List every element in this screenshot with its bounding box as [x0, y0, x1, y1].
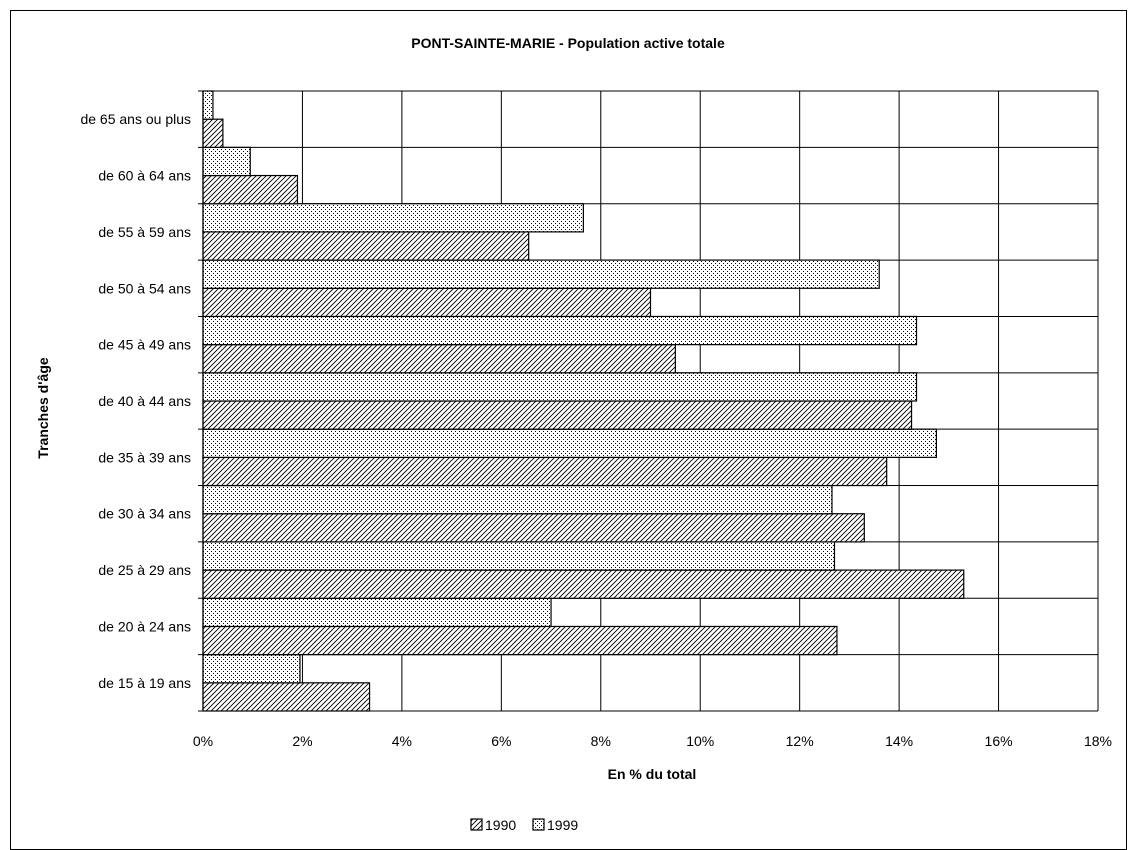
y-tick-label: de 45 à 49 ans	[98, 337, 191, 353]
bar-1990-5	[202, 400, 913, 430]
bar-1990-8	[202, 231, 530, 261]
bar-1990-6	[202, 344, 676, 374]
x-tick-label: 10%	[686, 733, 714, 749]
bar-1999-1	[202, 597, 552, 628]
y-tick-label: de 50 à 54 ans	[98, 280, 191, 296]
x-tick-label: 14%	[885, 733, 913, 749]
bar-1999-0	[202, 654, 301, 684]
bar-1999-2	[202, 541, 836, 571]
x-tick-label: 2%	[292, 733, 312, 749]
bar-1990-2	[202, 569, 965, 599]
chart-title: PONT-SAINTE-MARIE - Population active to…	[411, 35, 725, 51]
y-tick-label: de 60 à 64 ans	[98, 168, 191, 184]
legend: 1990 1999	[470, 817, 578, 833]
legend-label-1990: 1990	[485, 817, 516, 833]
bar-1999-3	[202, 484, 833, 515]
x-tick-label: 8%	[591, 733, 611, 749]
bar-1999-9	[202, 146, 251, 177]
y-tick-label: de 30 à 34 ans	[98, 506, 191, 522]
y-axis-title: Tranches d'âge	[35, 357, 51, 459]
y-tick-label: de 65 ans ou plus	[80, 111, 191, 127]
legend-swatch-1999	[532, 818, 545, 831]
bar-1990-0	[202, 682, 371, 712]
chart-frame: PONT-SAINTE-MARIE - Population active to…	[10, 10, 1127, 850]
bar-1999-7	[202, 259, 880, 289]
bar-chart: PONT-SAINTE-MARIE - Population active to…	[35, 35, 1112, 833]
y-tick-label: de 25 à 29 ans	[98, 562, 191, 578]
bar-1999-8	[202, 203, 584, 233]
bar-1990-9	[202, 174, 299, 205]
bar-1990-7	[202, 287, 652, 318]
bar-1990-1	[202, 625, 838, 656]
y-tick-label: de 40 à 44 ans	[98, 393, 191, 409]
x-tick-label: 6%	[491, 733, 511, 749]
bars	[202, 90, 965, 712]
axes: 0% 2% 4% 6% 8% 10% 12% 14% 16% 18% de 15 à 19 ans d…	[80, 91, 1112, 749]
bar-1999-6	[202, 315, 918, 346]
y-tick-label: de 55 à 59 ans	[98, 224, 191, 240]
x-axis-title: En % du total	[608, 766, 697, 782]
y-tick-label: de 35 à 39 ans	[98, 449, 191, 465]
bar-1990-4	[202, 456, 888, 487]
x-tick-label: 4%	[392, 733, 412, 749]
x-tick-label: 0%	[193, 733, 213, 749]
bar-1999-10	[202, 90, 214, 120]
legend-label-1999: 1999	[547, 817, 578, 833]
bar-1999-5	[202, 372, 918, 402]
y-tick-label: de 15 à 19 ans	[98, 675, 191, 691]
legend-swatch-1990	[470, 818, 483, 831]
x-tick-label: 18%	[1084, 733, 1112, 749]
bar-1999-4	[202, 428, 938, 458]
y-tick-label: de 20 à 24 ans	[98, 618, 191, 634]
x-tick-label: 12%	[786, 733, 814, 749]
x-tick-label: 16%	[985, 733, 1013, 749]
bar-1990-10	[202, 118, 224, 148]
bar-1990-3	[202, 513, 865, 543]
